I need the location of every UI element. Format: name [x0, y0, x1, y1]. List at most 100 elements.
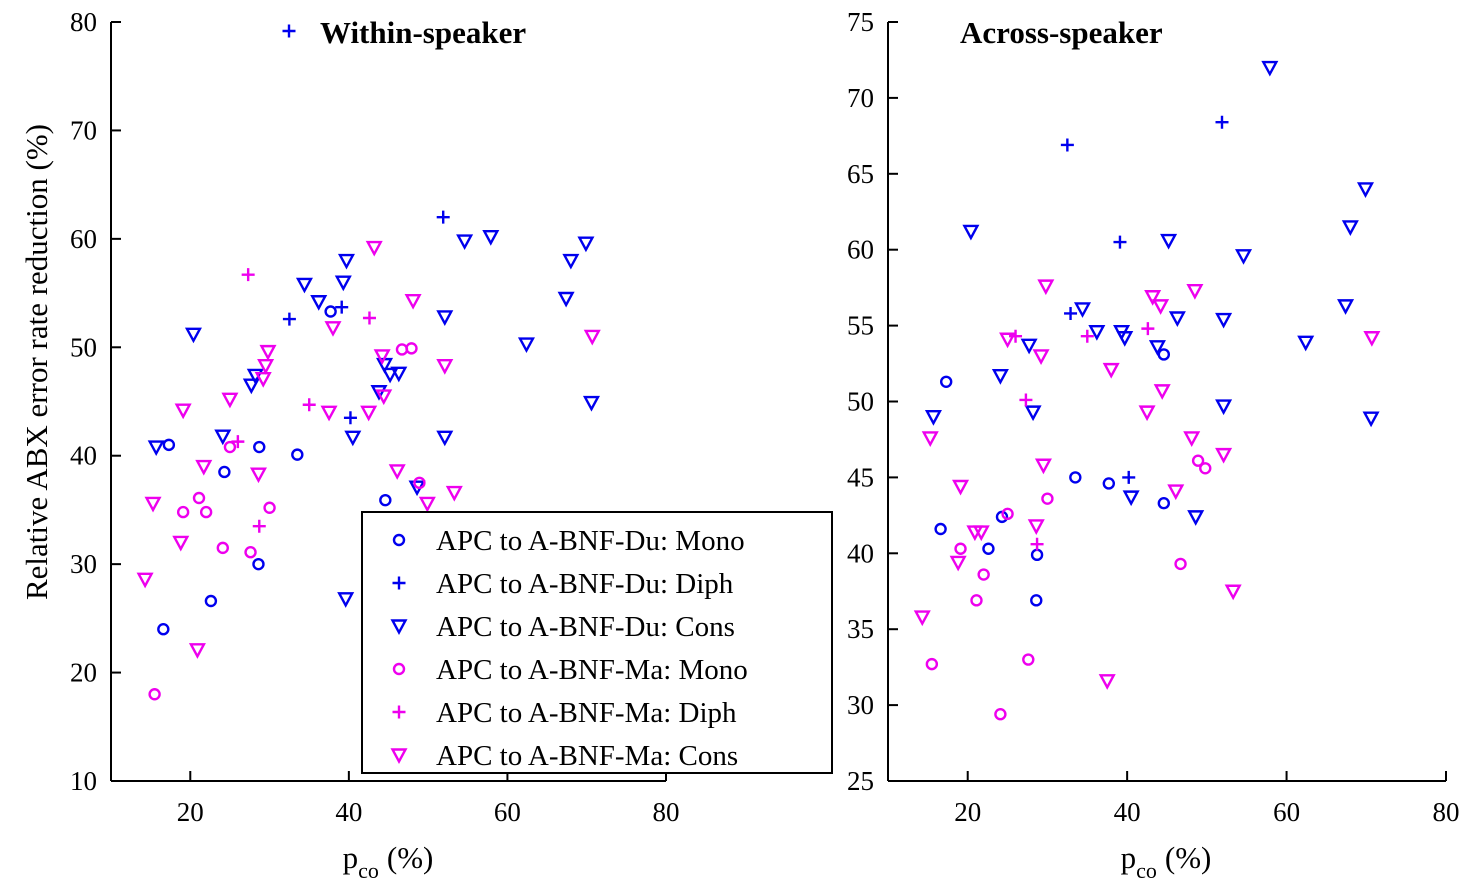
within-speaker-xlabel: pco (%)	[343, 840, 434, 883]
across-speaker-point-circle	[1069, 471, 1082, 484]
across-speaker-point-triangle-down	[1356, 182, 1375, 198]
within-speaker-point-triangle-down	[557, 291, 575, 308]
within-speaker-point-triangle-down	[257, 359, 275, 375]
across-speaker-point-triangle-down	[921, 431, 939, 447]
across-speaker-marks	[913, 60, 1381, 721]
within-speaker-point-triangle-down	[144, 496, 162, 513]
within-speaker-point-triangle-down	[436, 359, 454, 375]
within-speaker-point-triangle-down	[436, 430, 454, 447]
across-speaker-point-triangle-down	[1160, 233, 1178, 250]
across-speaker-ytick-label: 45	[847, 462, 874, 492]
across-speaker-title: Across-speaker	[960, 15, 1163, 50]
across-speaker-point-circle	[970, 594, 983, 607]
within-speaker-point-triangle-down	[174, 403, 192, 420]
within-speaker-point-plus	[241, 268, 255, 282]
across-speaker-point-triangle-down	[1088, 324, 1106, 341]
across-speaker-ytick-label: 35	[847, 614, 874, 644]
within-speaker-title: Within-speaker	[320, 15, 526, 50]
legend-label: APC to A-BNF-Ma: Mono	[436, 654, 748, 686]
across-speaker-point-circle	[1157, 497, 1171, 510]
across-speaker-point-triangle-down	[1027, 519, 1045, 535]
across-speaker-point-circle	[1191, 454, 1205, 467]
across-speaker-ytick-label: 50	[847, 387, 874, 417]
within-speaker-xtick-label: 80	[653, 797, 680, 827]
across-speaker-ytick-label: 25	[847, 766, 874, 796]
across-speaker-point-circle	[1199, 462, 1212, 475]
within-speaker-point-circle	[379, 493, 392, 507]
across-speaker-point-triangle-down	[1235, 249, 1253, 265]
within-speaker-point-plus	[282, 312, 296, 326]
within-speaker-point-triangle-down	[344, 430, 362, 447]
across-speaker-point-triangle-down	[1032, 349, 1050, 365]
within-speaker-point-triangle-down	[184, 327, 202, 344]
across-speaker-point-plus	[1080, 329, 1094, 343]
across-speaker-point-plus	[1009, 329, 1023, 343]
within-speaker-point-triangle-down	[195, 459, 213, 476]
legend-marker-triangle-down	[390, 619, 408, 636]
legend: APC to A-BNF-Du: Mono APC to A-BNF-Du: Di…	[361, 511, 833, 774]
within-speaker-point-triangle-down	[418, 496, 436, 513]
within-speaker-point-circle	[223, 440, 237, 454]
across-speaker-ytick-label: 55	[847, 311, 874, 341]
within-speaker-point-circle	[216, 541, 229, 555]
within-speaker-point-circle	[148, 688, 161, 701]
within-speaker-point-circle	[199, 505, 213, 519]
within-speaker-ytick-label: 60	[70, 224, 97, 254]
legend-items: APC to A-BNF-Du: Mono APC to A-BNF-Du: Di…	[390, 525, 748, 772]
across-speaker-ytick-label: 40	[847, 538, 874, 568]
within-speaker-point-circle	[244, 546, 257, 559]
across-speaker-point-triangle-down	[913, 610, 931, 627]
across-speaker-point-triangle-down	[1020, 338, 1038, 355]
across-speaker-point-circle	[1102, 477, 1116, 490]
within-speaker-point-circle	[204, 594, 218, 608]
across-speaker-panel: 25 30 35 40 45 50 55 60 65 70 75 20 40 60 80 Across-sp…	[847, 7, 1460, 883]
within-speaker-point-triangle-down	[242, 378, 260, 395]
across-speaker-xlabel: pco (%)	[1121, 840, 1212, 883]
within-speaker-point-triangle-down	[582, 395, 600, 412]
within-speaker-point-triangle-down	[583, 329, 601, 346]
within-speaker-point-circle	[157, 623, 170, 636]
across-speaker-point-triangle-down	[1024, 405, 1042, 422]
within-speaker-point-plus	[252, 519, 266, 533]
across-speaker-point-circle	[934, 522, 947, 536]
across-speaker-point-triangle-down	[1337, 299, 1355, 315]
across-speaker-point-plus	[1060, 138, 1074, 152]
within-speaker-point-triangle-down	[324, 321, 342, 337]
within-speaker-point-plus	[335, 300, 349, 314]
across-speaker-point-circle	[925, 657, 939, 671]
within-speaker-point-triangle-down	[337, 253, 355, 270]
within-speaker-ytick-label: 70	[70, 115, 97, 145]
within-speaker-xtick-label: 40	[335, 797, 362, 827]
within-speaker-point-circle	[192, 491, 206, 505]
across-speaker-point-triangle-down	[1098, 674, 1116, 690]
within-speaker-point-triangle-down	[436, 310, 454, 326]
within-speaker-point-triangle-down	[214, 429, 232, 446]
within-speaker-point-circle	[162, 438, 176, 452]
within-speaker-point-triangle-down	[254, 372, 272, 388]
across-speaker-ytick-label: 30	[847, 690, 874, 720]
legend-label: APC to A-BNF-Du: Mono	[436, 525, 745, 557]
legend-box	[361, 511, 833, 774]
within-speaker-ylabel: Relative ABX error rate reduction (%)	[19, 124, 54, 600]
within-speaker-point-triangle-down	[517, 337, 535, 354]
within-speaker-xtick-label: 60	[494, 797, 521, 827]
legend-label: APC to A-BNF-Du: Diph	[436, 568, 734, 600]
across-speaker-point-triangle-down	[962, 224, 980, 241]
across-speaker-point-triangle-down	[1261, 60, 1279, 77]
within-speaker-point-triangle-down	[388, 464, 406, 480]
within-speaker-point-triangle-down	[365, 240, 383, 257]
across-speaker-point-triangle-down	[1102, 362, 1120, 379]
within-speaker-point-triangle-down	[390, 366, 408, 383]
within-speaker-point-triangle-down	[295, 277, 313, 294]
within-speaker-ytick-label: 30	[70, 549, 97, 579]
across-speaker-point-plus	[1064, 306, 1078, 320]
across-speaker-point-triangle-down	[1224, 584, 1242, 601]
across-speaker-xtick-label: 40	[1114, 797, 1141, 827]
across-speaker-point-triangle-down	[1144, 290, 1162, 306]
across-speaker-point-triangle-down	[1153, 384, 1171, 400]
across-speaker-point-plus	[1113, 235, 1127, 249]
within-speaker-ytick-label: 40	[70, 441, 97, 471]
across-speaker-point-circle	[939, 375, 953, 388]
